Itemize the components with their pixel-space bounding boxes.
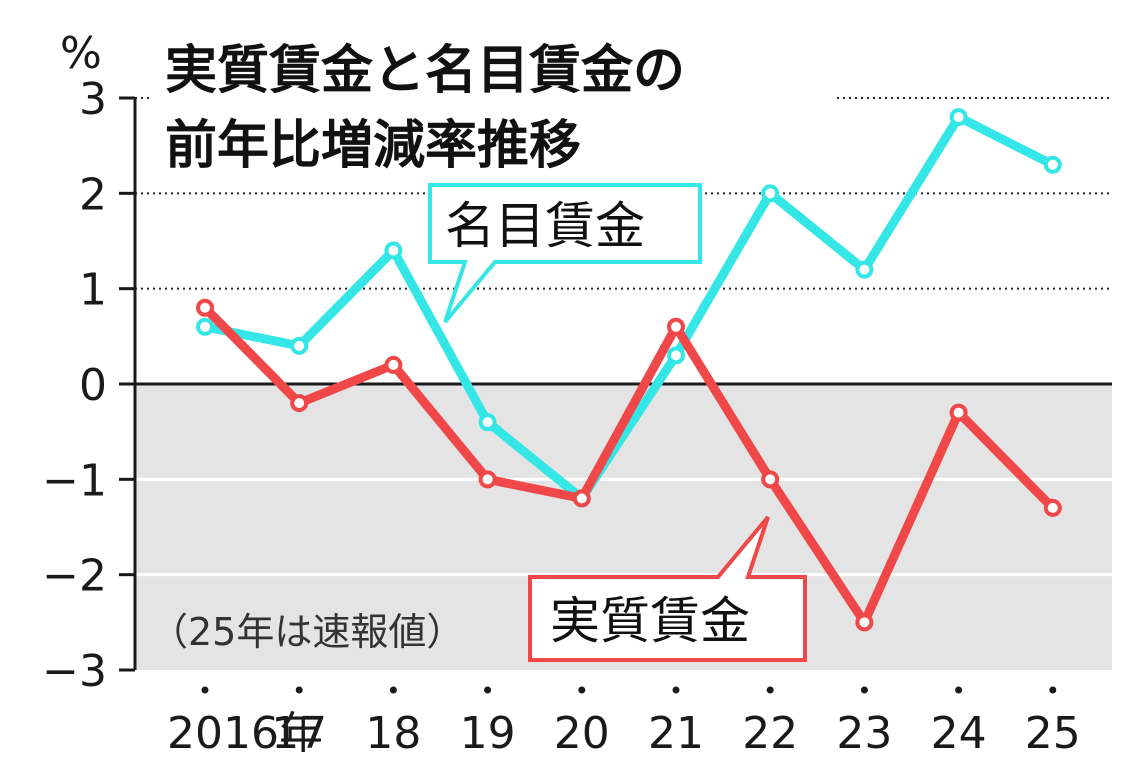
series-line [200,303,1058,627]
real-callout-box [528,515,807,662]
series-line [200,112,1058,503]
data-point [478,470,497,489]
x-tick-label: 2016年 [167,708,323,759]
data-point [949,108,968,127]
data-point [478,413,497,432]
x-tick-dot [1049,686,1057,694]
data-point [290,336,309,355]
series-real [196,298,1062,632]
data-point [572,489,591,508]
y-tick-label: 3 [79,74,107,125]
data-point [949,403,968,422]
x-tick-dot [578,686,586,694]
y-tick-labels: 3 2 1 0 −1 −2 −3 [42,74,107,697]
chart-title-line-2: 前年比増減率推移 [165,116,581,176]
x-tick-label: 23 [836,708,892,759]
real-wage-callout: 実質賃金 [528,515,807,662]
y-tick-label: 1 [79,265,107,316]
data-point [1043,155,1062,174]
x-tick-label: 24 [931,708,987,759]
x-tick-dot [201,686,209,694]
data-point [667,346,685,365]
chart-title-line-1: 実質賃金と名目賃金の [165,41,685,101]
x-tick-label: 17 [271,708,327,759]
data-point [761,184,780,203]
nominal-callout-box [428,183,702,324]
x-tick-label: 19 [460,708,516,759]
x-tick-label: 20 [554,708,610,759]
y-tick-label: −3 [42,646,107,697]
data-point [667,317,685,336]
axes [119,96,1112,672]
real-wage-label: 実質賃金 [550,592,750,650]
data-point [761,470,780,489]
data-point [855,613,874,632]
x-tick-dot [860,686,868,694]
x-tick-dot [766,686,774,694]
preliminary-note: （25年は速報値） [150,610,464,654]
y-tick-label: −1 [42,455,107,506]
title-background [150,28,835,183]
data-point [196,298,214,317]
data-point [196,317,214,336]
x-tick-dot [484,686,492,694]
x-tick-label: 21 [648,708,704,759]
y-tick-label: −2 [42,551,107,602]
series-layer [196,108,1062,632]
x-tick-dot [955,686,963,694]
y-axis-unit: % [60,28,102,79]
nominal-wage-callout: 名目賃金 [428,183,702,324]
nominal-wage-label: 名目賃金 [445,197,645,255]
data-point [290,394,309,413]
data-point [855,260,874,279]
x-tick-label: 25 [1025,708,1081,759]
y-tick-label: 0 [79,360,107,411]
x-tick-dot [389,686,397,694]
y-tick-label: 2 [79,169,107,220]
data-point [384,241,403,260]
x-tick-dot [672,686,680,694]
x-tick-label: 22 [742,708,798,759]
x-tick-label: 18 [365,708,421,759]
data-point [1043,498,1062,517]
x-tick-dot [295,686,303,694]
data-point [384,355,403,374]
